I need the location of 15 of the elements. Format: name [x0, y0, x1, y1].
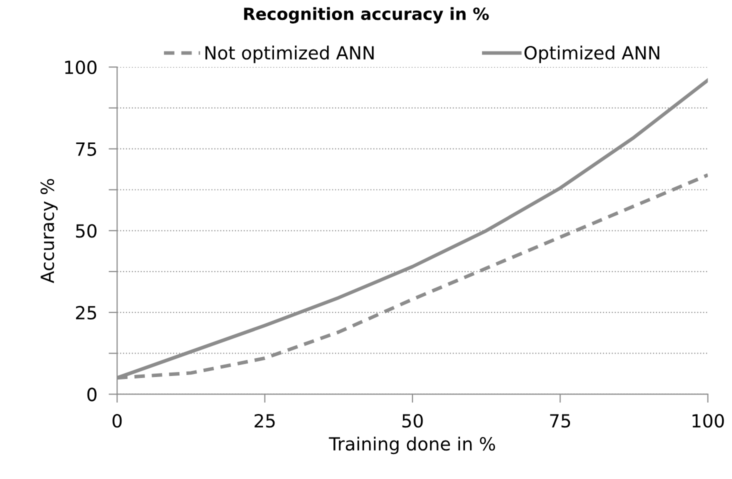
- legend-label: Not optimized ANN: [205, 46, 374, 64]
- y-tick-label: 100: [65, 60, 96, 74]
- x-tick-label: 0: [112, 414, 122, 428]
- x-tick-label: 25: [254, 414, 275, 428]
- x-tick-label: 50: [402, 414, 423, 428]
- legend-label: Optimized ANN: [524, 46, 660, 64]
- y-tick-label: 75: [76, 142, 96, 156]
- x-tick-label: 100: [692, 414, 724, 428]
- y-tick-label: 25: [76, 306, 96, 320]
- y-tick-label: 50: [76, 224, 96, 238]
- y-tick-label: 0: [87, 388, 96, 402]
- x-tick-label: 75: [550, 414, 570, 428]
- x-axis-title: Training done in %: [328, 436, 496, 454]
- y-axis-title: Accuracy %: [40, 178, 58, 284]
- chart-title: Recognition accuracy in %: [244, 7, 489, 24]
